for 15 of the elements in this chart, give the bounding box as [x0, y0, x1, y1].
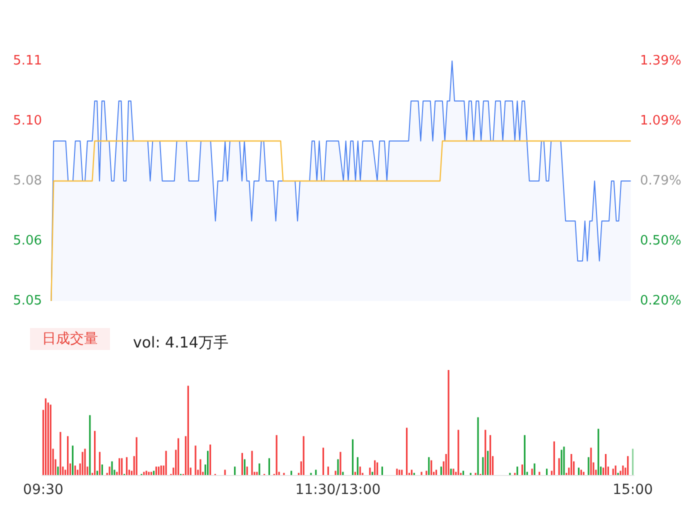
y-tick-label: 5.05 [13, 294, 42, 308]
y-tick-label: 5.06 [13, 234, 42, 248]
y-tick-label: 5.11 [13, 54, 42, 68]
y2-tick-label: 0.79% [640, 174, 682, 188]
y2-tick-label: 0.50% [640, 234, 682, 248]
chart-subtitle: vol: 4.14万手 [133, 334, 228, 352]
y-tick-label: 5.08 [13, 174, 42, 188]
y2-tick-label: 1.09% [640, 114, 682, 128]
x-tick-label: 09:30 [23, 482, 64, 498]
x-tick-label: 15:00 [612, 482, 653, 498]
y2-tick-label: 1.39% [640, 54, 682, 68]
chart-title: 日成交量 [42, 331, 98, 347]
y-tick-label: 5.10 [13, 114, 42, 128]
x-tick-label: 11:30/13:00 [295, 482, 381, 498]
y2-tick-label: 0.20% [640, 294, 682, 308]
